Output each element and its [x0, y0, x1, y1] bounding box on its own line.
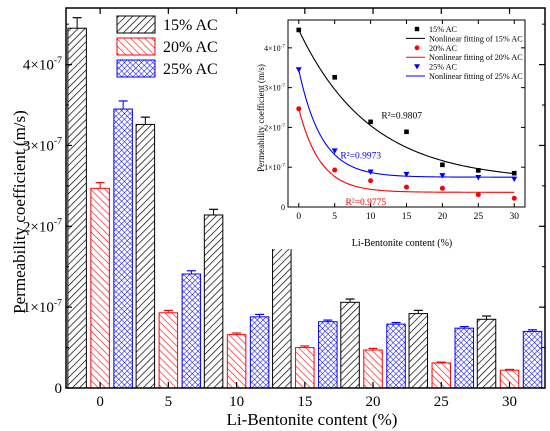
data-point: [368, 178, 374, 184]
inset-legend-label: 15% AC: [429, 25, 458, 34]
data-point: [403, 171, 410, 178]
inset-x-tick-label: 5: [332, 212, 337, 222]
data-point: [295, 67, 302, 73]
inset-x-tick-label: 15: [402, 212, 412, 222]
inset-x-axis-title: Li-Bentonite content (%): [352, 238, 453, 249]
bar: [90, 187, 110, 389]
main-y-tick-label: 0: [55, 381, 63, 397]
bar: [522, 330, 543, 389]
main-x-axis-title: Li-Bentonite content (%): [227, 410, 398, 429]
data-point: [404, 129, 409, 135]
bar: [203, 214, 224, 389]
data-point: [440, 162, 445, 168]
bar: [408, 313, 429, 389]
data-point: [475, 175, 482, 181]
bar: [158, 312, 179, 389]
r-squared-label: R²=0.9807: [381, 112, 422, 122]
main-y-tick-label: 1×10-7: [23, 297, 62, 316]
bar: [454, 327, 475, 389]
data-point: [511, 176, 518, 183]
inset-legend-fit-label: Nonlinear fitting of 20% AC: [429, 53, 523, 62]
bar: [226, 334, 247, 389]
inset-y-axis-title: Permeability coefficient (m/s): [256, 64, 266, 172]
inset-x-tick-label: 20: [438, 212, 448, 222]
inset-legend-fit-label: Nonlinear fitting of 15% AC: [429, 34, 523, 43]
data-point: [296, 27, 302, 33]
inset-y-tick-label: 0: [281, 203, 285, 212]
inset-y-tick-label: 3×10-7: [264, 83, 285, 93]
r-squared-label: R²=0.9775: [345, 198, 386, 208]
data-point: [511, 195, 517, 201]
inset-x-tick-label: 30: [509, 212, 519, 222]
main-x-tick-label: 10: [229, 394, 244, 410]
main-legend-swatch: [116, 37, 156, 56]
main-x-tick-label: 0: [96, 394, 104, 410]
data-point: [332, 167, 338, 173]
data-point: [439, 173, 446, 179]
main-x-tick-label: 25: [434, 394, 449, 410]
bar: [386, 323, 406, 389]
bar: [249, 316, 270, 389]
data-point: [332, 74, 337, 80]
main-bar-chart: 0 1×10-7 2×10-7 3×10-7 4×10-7 0 5 10 15 20 25 30 15%…: [23, 7, 546, 410]
inset-legend-marker: [414, 26, 420, 32]
inset-legend-fit-label: Nonlinear fitting of 25% AC: [429, 72, 523, 81]
inset-scatter-chart: 0 1×10-7 2×10-7 3×10-7 4×10-7 0 5 10 15 20 25 30 R²=…: [258, 14, 534, 249]
main-legend-label: 15% AC: [163, 17, 218, 34]
data-point: [296, 106, 302, 112]
bar: [113, 108, 133, 389]
inset-plot-frame: [287, 19, 526, 208]
main-x-tick-label: 20: [366, 394, 381, 410]
data-point: [404, 184, 409, 190]
main-y-tick-label: 4×10-7: [23, 55, 62, 74]
bar: [340, 301, 360, 389]
inset-legend-label: 25% AC: [429, 63, 458, 72]
bar: [476, 318, 497, 389]
main-y-tick-label: 3×10-7: [23, 136, 62, 155]
data-point: [439, 185, 445, 191]
main-legend-swatch: [116, 15, 156, 34]
bar: [181, 273, 202, 389]
inset-legend-marker: [414, 64, 420, 70]
inset-background: [258, 14, 534, 249]
inset-legend-label: 20% AC: [429, 44, 458, 53]
inset-y-tick-label: 2×10-7: [264, 123, 285, 133]
data-point: [475, 192, 481, 198]
main-x-tick-label: 15: [297, 394, 312, 410]
data-point: [368, 119, 373, 125]
inset-x-tick-label: 0: [296, 212, 301, 222]
inset-legend-marker: [414, 45, 420, 51]
main-x-tick-label: 30: [502, 394, 517, 410]
bar: [295, 347, 315, 389]
data-point: [331, 148, 338, 154]
r-squared-label: R²=0.9973: [340, 151, 381, 161]
bar: [318, 321, 338, 389]
inset-x-tick-label: 10: [366, 212, 376, 222]
inset-x-tick-label: 25: [474, 212, 484, 222]
main-x-tick-label: 5: [165, 394, 173, 410]
data-point: [511, 170, 517, 176]
inset-y-tick-label: 1×10-7: [264, 163, 285, 173]
main-legend-swatch: [116, 59, 156, 78]
bar: [272, 234, 292, 389]
main-y-axis-title: Permeability coefficient (m/s): [10, 110, 29, 314]
data-point: [476, 168, 481, 173]
bar: [67, 27, 87, 389]
main-plot-frame: [65, 7, 546, 389]
bar: [135, 123, 156, 389]
data-point: [367, 169, 374, 175]
main-legend-label: 20% AC: [163, 39, 218, 56]
main-legend-label: 25% AC: [163, 61, 218, 78]
main-y-tick-label: 2×10-7: [23, 217, 62, 236]
inset-y-tick-label: 4×10-7: [264, 43, 285, 53]
